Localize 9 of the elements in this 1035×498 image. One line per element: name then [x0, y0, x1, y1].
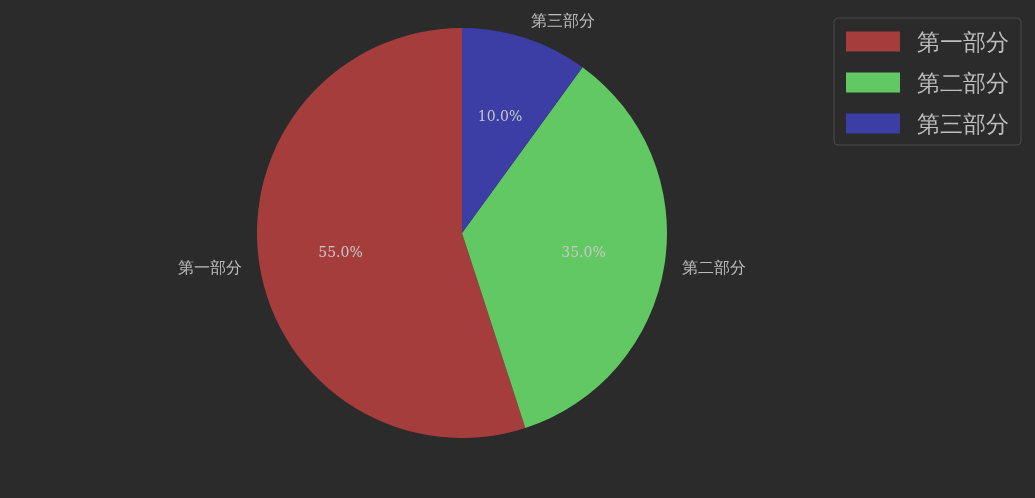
data-label: 35.0% — [561, 244, 606, 261]
data-label: 55.0% — [318, 244, 363, 261]
legend-label: 第二部分 — [917, 69, 1009, 96]
data-label: 10.0% — [477, 108, 523, 125]
legend-label: 第三部分 — [917, 110, 1009, 137]
slice-label: 第三部分 — [530, 11, 595, 31]
slice-label: 第二部分 — [682, 258, 747, 278]
legend-label: 第一部分 — [917, 28, 1009, 55]
slice-label: 第一部分 — [177, 258, 242, 278]
